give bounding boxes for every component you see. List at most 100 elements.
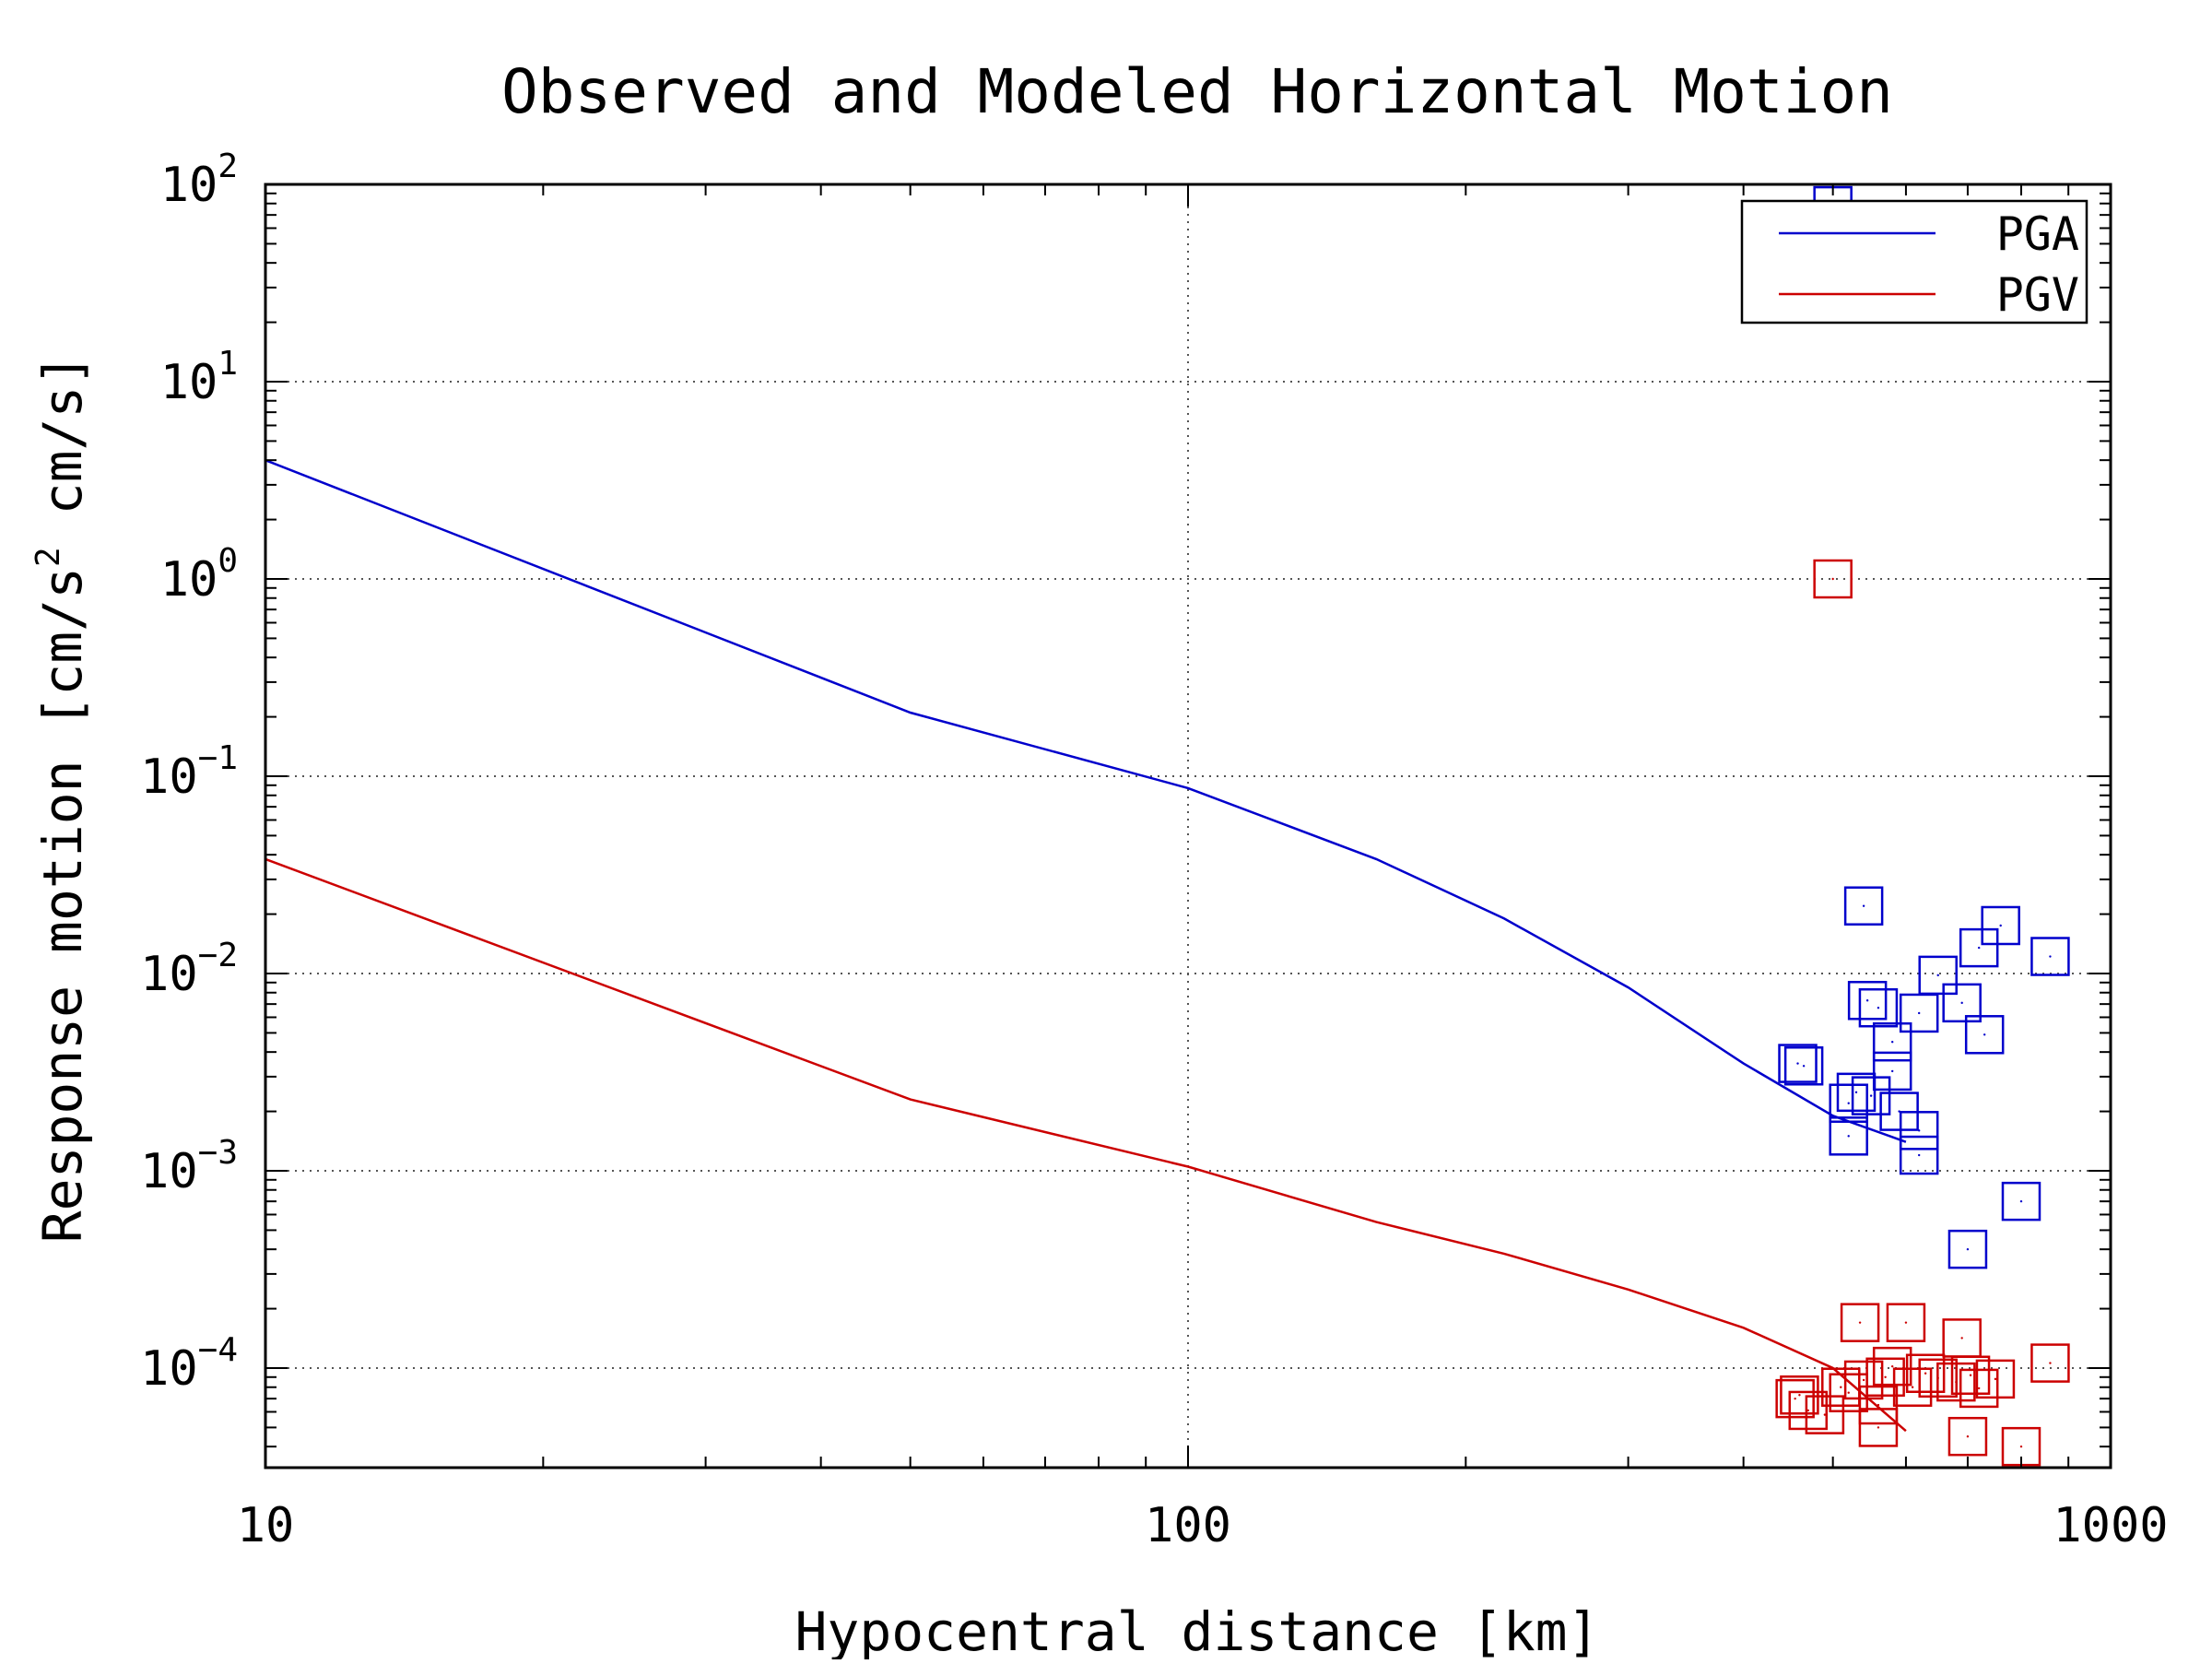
pgv-observed-point <box>1813 559 1853 599</box>
pgv-observed-center <box>1840 1386 1842 1388</box>
pgv-observed-point <box>1892 1367 1933 1407</box>
pgv-observed-center <box>1858 1321 1862 1324</box>
pgv-observed-point <box>1947 1416 1988 1457</box>
pgv-observed-point <box>1872 1346 1912 1387</box>
pga-observed-center <box>1917 1129 1921 1132</box>
pgv-observed-center <box>1969 1374 1972 1376</box>
pga-observed-center <box>1862 904 1865 907</box>
pga-observed-center <box>1960 1001 1963 1005</box>
pga-observed-center <box>1917 1011 1921 1015</box>
pga-observed-center <box>1869 1094 1873 1097</box>
pgv-observed-center <box>1960 1337 1963 1339</box>
pga-observed-point <box>1829 1116 1868 1156</box>
pgv-observed-point <box>1936 1362 1976 1402</box>
y-tick-label: 102 <box>160 148 238 213</box>
x-tick-label: 100 <box>1145 1498 1231 1553</box>
pgv-observed-point <box>1843 1360 1884 1400</box>
tick-layer <box>265 183 2111 1468</box>
pgv-model-line <box>265 857 1907 1433</box>
pga-observed-point <box>1829 1083 1868 1123</box>
pga-observed-center <box>1890 1069 1894 1073</box>
pgv-observed-point <box>1788 1390 1829 1431</box>
legend-label-pga: PGA <box>1996 207 2079 261</box>
pga-observed-point <box>1858 987 1899 1028</box>
x-tick-label: 10 <box>237 1498 295 1553</box>
pga-observed-center <box>1917 1153 1921 1157</box>
pgv-observed-center <box>1884 1375 1887 1378</box>
pgv-observed-point <box>2030 1343 2070 1383</box>
label-layer: 10 100 1000 102 101 100 10−1 10−2 10−3 10−4 Observ… <box>29 56 2169 1663</box>
pga-observed-point <box>1836 1072 1877 1113</box>
pgv-observed-point <box>1950 1355 1991 1395</box>
pgv-observed-center <box>1794 1397 1796 1400</box>
pgv-observed-point <box>1905 1353 1946 1394</box>
pgv-observed-point <box>1775 1378 1815 1419</box>
y-tick-label: 10−1 <box>140 739 238 805</box>
pgv-observed-center <box>1904 1321 1908 1324</box>
y-axis-label: Response motion [cm/s2 cm/s] <box>29 354 94 1244</box>
pga-observed-point <box>1942 983 1982 1023</box>
pgv-observed-point <box>1780 1375 1819 1415</box>
pga-observed-point <box>1778 1044 1818 1083</box>
pga-model-line <box>265 459 1907 1143</box>
pga-observed-point <box>1899 993 1939 1033</box>
pga-observed-point <box>1847 980 1888 1021</box>
pga-observed-point <box>1899 1135 1939 1175</box>
pga-observed-center <box>1977 946 1981 950</box>
y-tick-label: 101 <box>160 345 238 410</box>
pgv-observed-center <box>1877 1426 1880 1429</box>
pgv-observed-center <box>1847 1391 1850 1394</box>
series-layer <box>265 185 2070 1467</box>
pga-observed-center <box>1877 1007 1880 1009</box>
chart-title: Observed and Modeled Horizontal Motion <box>501 56 1893 127</box>
pga-observed-point <box>1899 1111 1939 1151</box>
pga-observed-center <box>1796 1062 1799 1065</box>
pgv-observed-center <box>1924 1372 1927 1375</box>
pga-observed-center <box>2019 1199 2023 1203</box>
pgv-observed-center <box>1806 1409 1809 1412</box>
pgv-observed-center <box>1966 1435 1970 1438</box>
pga-observed-center <box>1865 999 1869 1002</box>
pga-observed-point <box>1964 1015 2005 1055</box>
pga-observed-center <box>1936 974 1939 977</box>
x-axis-label: Hypocentral distance [km] <box>795 1600 1600 1659</box>
pgv-observed-point <box>1886 1303 1926 1342</box>
pga-observed-point <box>1783 1046 1824 1086</box>
x-tick-label: 1000 <box>2053 1498 2168 1553</box>
grid-layer <box>265 184 2111 1468</box>
pgv-observed-center <box>1890 1364 1894 1368</box>
y-tick-label: 10−3 <box>140 1134 238 1199</box>
pgv-observed-center <box>1862 1378 1865 1382</box>
legend-box <box>1740 199 2088 325</box>
pgv-observed-center <box>1823 1413 1827 1416</box>
pga-observed-point <box>1843 886 1884 926</box>
pgv-observed-center <box>1877 1403 1880 1407</box>
pgv-observed-center <box>2049 1362 2052 1364</box>
pgv-observed-center <box>1955 1380 1958 1384</box>
pga-observed-point <box>1981 905 2020 946</box>
pga-observed-point <box>1872 1021 1912 1062</box>
pga-observed-center <box>1890 1041 1894 1044</box>
pga-observed-point <box>1959 927 1999 968</box>
pgv-observed-point <box>1865 1357 1905 1398</box>
pga-observed-center <box>1999 924 2002 927</box>
pga-observed-center <box>1847 1135 1850 1138</box>
pga-observed-center <box>1854 1091 1858 1094</box>
pgv-observed-point <box>1805 1395 1845 1434</box>
legend-label-pgv: PGV <box>1996 268 2079 322</box>
pga-observed-center <box>1966 1247 1970 1251</box>
pga-observed-center <box>1802 1065 1806 1068</box>
pgv-observed-center <box>1911 1386 1914 1388</box>
y-tick-label: 100 <box>160 542 238 608</box>
pgv-observed-center <box>1798 1394 1801 1397</box>
pgv-observed-center <box>2019 1445 2023 1448</box>
pga-observed-center <box>2049 955 2052 958</box>
legend: PGA PGV <box>1740 199 2088 325</box>
pgv-observed-point <box>1858 1408 1899 1447</box>
pgv-observed-center <box>1994 1377 1997 1381</box>
pga-observed-point <box>1872 1051 1912 1092</box>
pgv-observed-point <box>1959 1368 1999 1409</box>
pgv-observed-point <box>1975 1359 2016 1399</box>
